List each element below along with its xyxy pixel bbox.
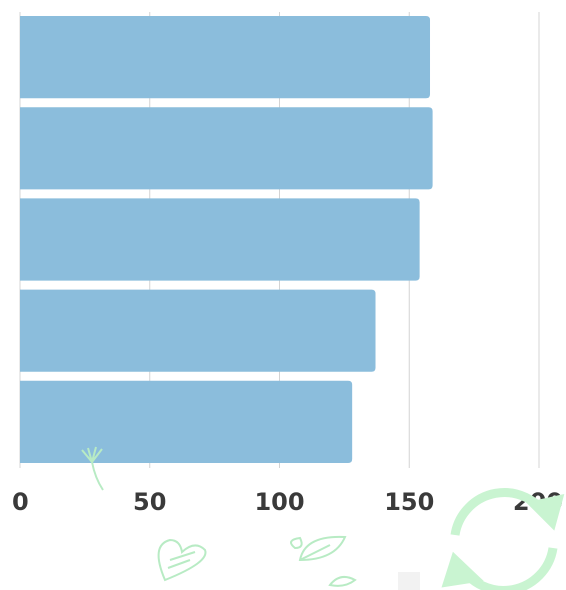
decoration — [81, 446, 565, 590]
dandelion-icon — [81, 446, 104, 491]
x-tick-label: 150 — [384, 488, 434, 516]
heart-icon — [157, 538, 207, 582]
recycle-icon — [441, 488, 565, 590]
x-tick-label: 0 — [12, 488, 29, 516]
x-tick-label: 100 — [254, 488, 304, 516]
bar — [20, 107, 433, 190]
leaf-icon — [290, 535, 357, 587]
scrap — [398, 572, 420, 590]
x-tick-label: 50 — [133, 488, 166, 516]
bar — [20, 198, 420, 281]
bar — [20, 16, 431, 99]
bar — [20, 289, 376, 372]
bar — [20, 380, 353, 463]
